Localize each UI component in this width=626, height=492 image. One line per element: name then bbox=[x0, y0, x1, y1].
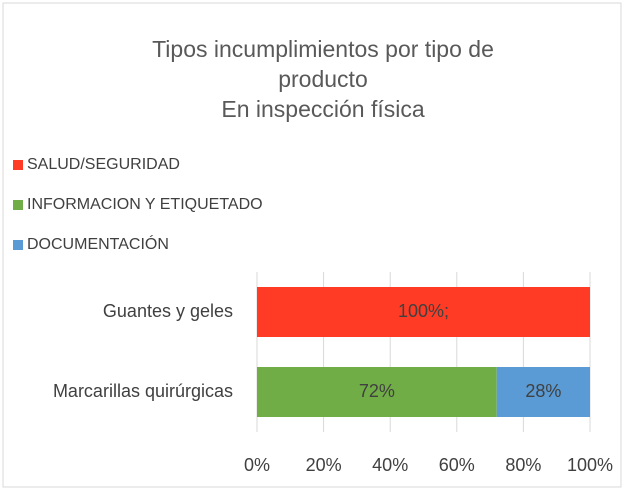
data-label: 100%; bbox=[398, 301, 449, 321]
frame bbox=[2, 2, 622, 488]
legend-label: INFORMACION Y ETIQUETADO bbox=[27, 196, 263, 213]
legend-swatch bbox=[13, 240, 23, 250]
chart-title: Tipos incumplimientos por tipo de produc… bbox=[152, 36, 494, 92]
legend-label: DOCUMENTACIÓN bbox=[27, 234, 169, 253]
data-label: 72% bbox=[359, 381, 395, 401]
data-label: 28% bbox=[525, 381, 561, 401]
legend-swatch bbox=[13, 160, 23, 170]
x-tick-label: 100% bbox=[567, 455, 613, 475]
titles: Tipos incumplimientos por tipo de produc… bbox=[113, 34, 533, 124]
x-tick-label: 60% bbox=[439, 455, 475, 475]
legend-label: SALUD/SEGURIDAD bbox=[27, 156, 180, 173]
x-tick-label: 0% bbox=[244, 455, 270, 475]
y-tick-label: Guantes y geles bbox=[103, 301, 233, 321]
bar-segment bbox=[257, 367, 497, 417]
bar-segment bbox=[496, 367, 590, 417]
x-tick-label: 40% bbox=[372, 455, 408, 475]
legend-swatch bbox=[13, 200, 23, 210]
x-tick-label: 20% bbox=[306, 455, 342, 475]
x-tick-label: 80% bbox=[505, 455, 541, 475]
chart-subtitle: En inspección física bbox=[221, 96, 425, 122]
y-tick-label: Marcarillas quirúrgicas bbox=[53, 381, 233, 401]
bar-segment bbox=[257, 287, 590, 337]
